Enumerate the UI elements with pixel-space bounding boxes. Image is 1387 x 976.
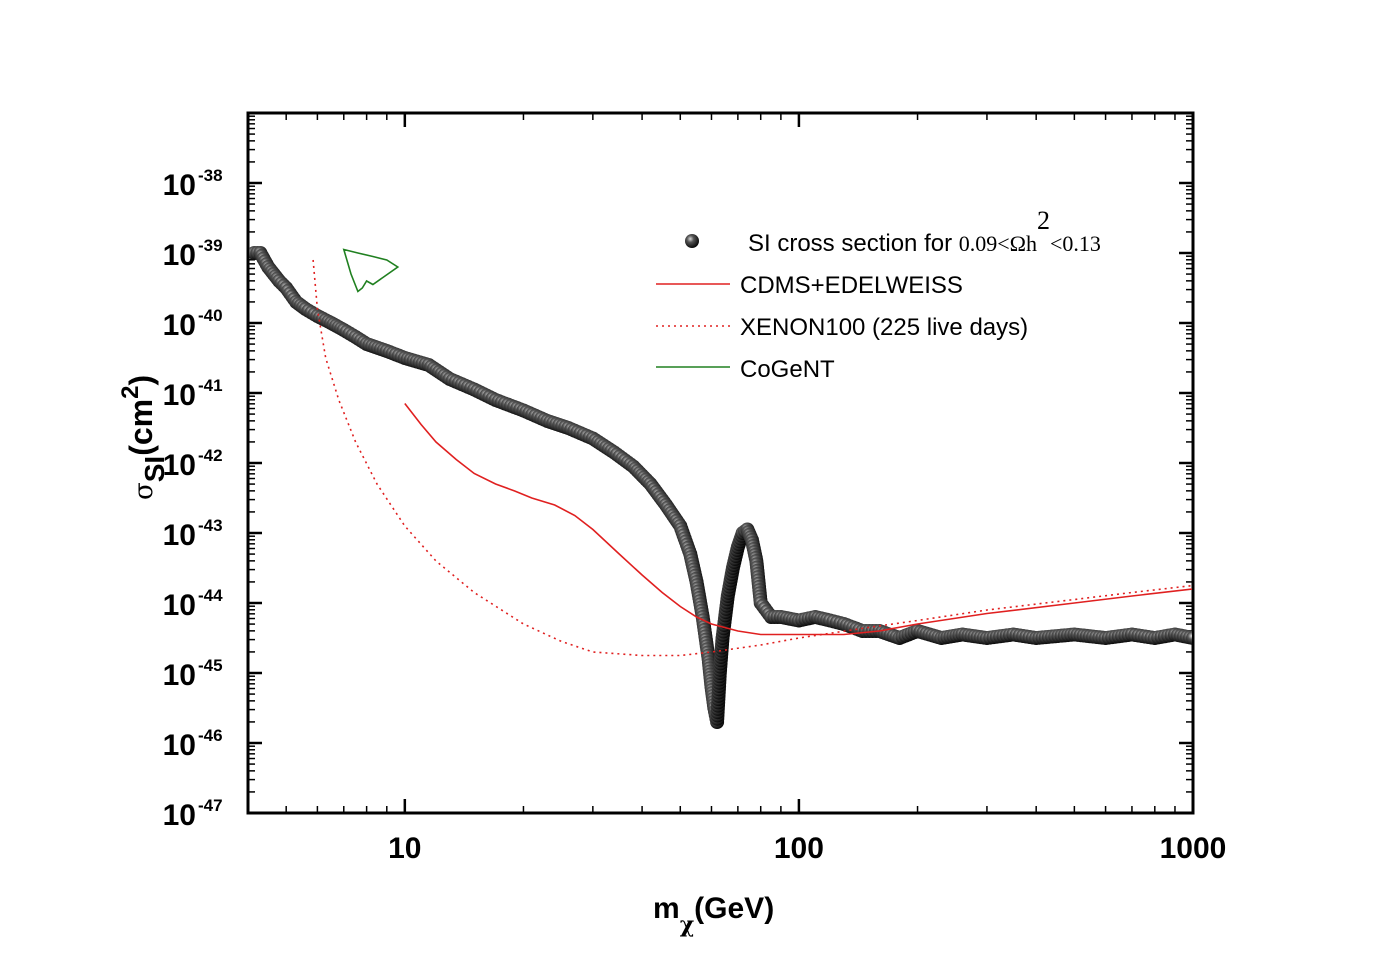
legend-label-si-text: SI cross section for xyxy=(748,230,959,257)
y-tick-label-exp: -43 xyxy=(198,516,223,535)
x-tick-label: 1000 xyxy=(1160,832,1227,865)
y-tick-label-exp: -39 xyxy=(198,236,223,255)
legend: SI cross section for 0.09<Ωh2<0.13 CDMS+… xyxy=(656,206,1101,383)
x-axis-label-main: m xyxy=(653,892,680,925)
x-axis-label: mχ(GeV) xyxy=(653,892,774,938)
svg-text:σSI(cm2): σSI(cm2) xyxy=(117,375,170,500)
y-tick-label: 10 -38 xyxy=(163,166,223,202)
y-tick-label-exp: -41 xyxy=(198,376,223,395)
x-axis-label-rest: (GeV) xyxy=(694,892,774,925)
cdms-edelweiss-curve xyxy=(404,403,1192,636)
x-axis-label-sub: χ xyxy=(680,912,694,938)
legend-label-si-math-a: 0.09<Ωh xyxy=(959,231,1037,256)
y-axis-label-sub: SI xyxy=(139,456,170,482)
y-axis-label: σSI(cm2) xyxy=(117,375,170,500)
legend-label-cogent: CoGeNT xyxy=(740,356,835,383)
si-cross-section-series xyxy=(249,246,1192,729)
x-tick-label: 100 xyxy=(774,832,824,865)
y-tick-label: 10 -47 xyxy=(163,796,223,832)
y-tick-label: 10 -43 xyxy=(163,516,223,552)
legend-label-cdms: CDMS+EDELWEISS xyxy=(740,272,963,299)
y-tick-label-base: 10 xyxy=(163,799,196,832)
y-tick-labels: 10-3810-3910-4010-4110-4210-4310-4410-45… xyxy=(163,166,223,832)
legend-label-xenon: XENON100 (225 live days) xyxy=(740,314,1028,341)
y-tick-label: 10 -46 xyxy=(163,726,223,762)
x-tick-labels: 10 100 1000 xyxy=(388,832,1226,865)
y-tick-label: 10 -42 xyxy=(163,446,223,482)
y-tick-label: 10 -45 xyxy=(163,656,223,692)
y-tick-label-base: 10 xyxy=(163,449,196,482)
y-tick-label-base: 10 xyxy=(163,729,196,762)
y-tick-label: 10 -41 xyxy=(163,376,223,412)
series-layer xyxy=(249,246,1192,729)
y-tick-label-exp: -44 xyxy=(198,586,223,605)
y-axis-label-close: ) xyxy=(123,375,159,386)
y-tick-label-base: 10 xyxy=(163,169,196,202)
y-tick-label-exp: -40 xyxy=(198,306,223,325)
axis-ticks xyxy=(247,111,1195,815)
y-axis-label-open: (cm xyxy=(123,399,159,456)
y-axis-label-sigma: σ xyxy=(129,482,159,500)
y-tick-label-exp: -38 xyxy=(198,166,223,185)
legend-marker-si xyxy=(685,234,699,248)
si-data-point xyxy=(1186,631,1192,645)
legend-label-si-math-b: <0.13 xyxy=(1050,231,1101,256)
legend-label-si-math-sup: 2 xyxy=(1037,206,1050,235)
y-tick-label-base: 10 xyxy=(163,239,196,272)
y-tick-label: 10 -44 xyxy=(163,586,223,622)
y-tick-label-base: 10 xyxy=(163,309,196,342)
y-tick-label: 10 -39 xyxy=(163,236,223,272)
x-tick-label: 10 xyxy=(388,832,421,865)
y-tick-label-exp: -46 xyxy=(198,726,223,745)
y-tick-label-base: 10 xyxy=(163,519,196,552)
y-tick-label-exp: -47 xyxy=(198,796,223,815)
y-tick-label-base: 10 xyxy=(163,659,196,692)
cogent-contour xyxy=(342,248,400,293)
y-tick-label: 10 -40 xyxy=(163,306,223,342)
legend-label-si: SI cross section for 0.09<Ωh2<0.13 xyxy=(748,206,1101,257)
y-tick-label-exp: -45 xyxy=(198,656,223,675)
y-tick-label-exp: -42 xyxy=(198,446,223,465)
y-axis-label-sup: 2 xyxy=(117,386,144,399)
y-tick-label-base: 10 xyxy=(163,589,196,622)
y-tick-label-base: 10 xyxy=(163,379,196,412)
